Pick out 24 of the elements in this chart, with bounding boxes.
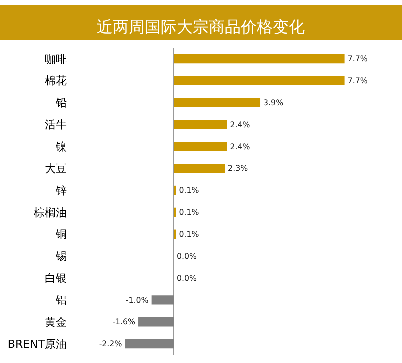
y-tick-label: 大豆 (45, 162, 67, 176)
y-tick-label: 活牛 (45, 118, 67, 132)
y-tick-label: 锌 (55, 184, 67, 198)
chart-title: 近两周国际大宗商品价格变化 (97, 17, 305, 36)
bar (174, 98, 261, 108)
y-tick-label: 白银 (45, 272, 67, 286)
bar (174, 54, 345, 64)
y-tick-label: 黄金 (45, 316, 67, 329)
bar (174, 120, 228, 130)
y-tick-label: BRENT原油 (8, 338, 67, 351)
bar (152, 296, 174, 305)
bar (174, 76, 345, 86)
y-tick-label: 咖啡 (45, 52, 67, 66)
y-tick-label: 棉花 (45, 74, 67, 88)
y-tick-label: 镍 (55, 140, 67, 154)
y-tick-label: 铜 (55, 228, 67, 242)
bar (174, 164, 226, 174)
y-tick-label: 铅 (55, 96, 67, 110)
bar (174, 142, 228, 152)
bar (125, 339, 174, 349)
y-tick-label: 铝 (55, 294, 67, 308)
y-tick-label: 锡 (55, 250, 67, 264)
y-tick-label: 棕榈油 (34, 206, 67, 220)
bar (138, 318, 174, 327)
